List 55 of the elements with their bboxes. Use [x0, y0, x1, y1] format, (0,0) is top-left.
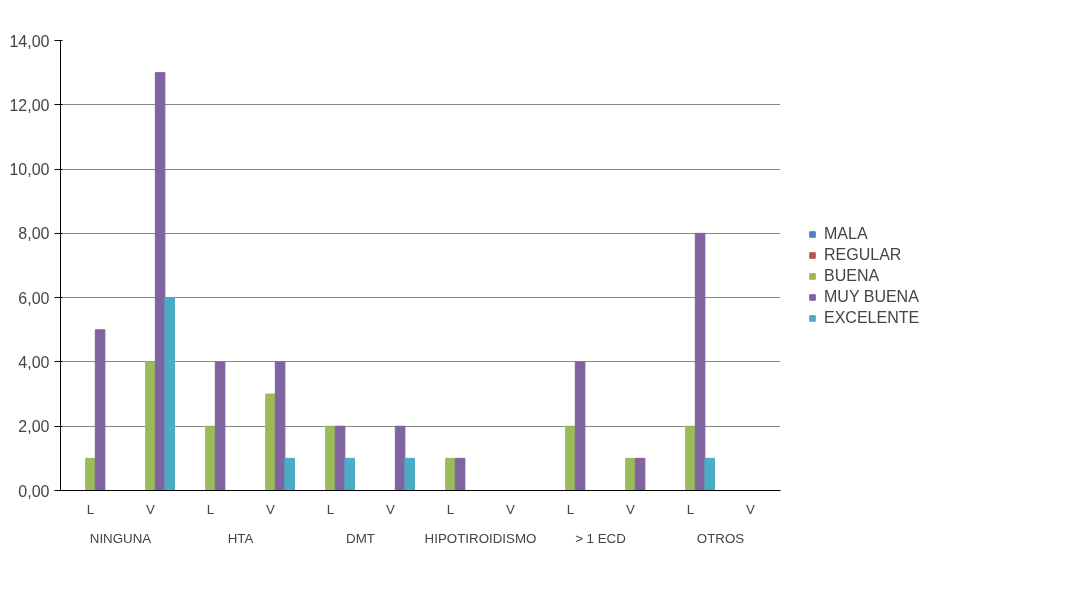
- bar: [565, 425, 576, 491]
- text: HIPOTIROIDISMO: [424, 530, 537, 546]
- y-tick-label: 0,00: [18, 482, 50, 500]
- bar: [214, 361, 226, 491]
- bar: [344, 457, 355, 491]
- y-tick-label: 6,00: [18, 289, 50, 307]
- y-tick-label: 10,00: [9, 161, 50, 179]
- bar: [145, 361, 156, 491]
- bar: [265, 393, 276, 491]
- legend-label: MALA: [824, 225, 868, 243]
- bar: [445, 457, 456, 491]
- text: OTROS: [696, 530, 745, 546]
- bar: [94, 329, 106, 491]
- legend-label: EXCELENTE: [824, 309, 920, 327]
- text: > 1 ECD: [575, 530, 626, 546]
- bar: [454, 457, 466, 491]
- x-tick-label: L: [206, 501, 215, 517]
- y-tick-label: 8,00: [18, 225, 50, 243]
- y-tick-label: 14,00: [9, 32, 50, 50]
- bar: [574, 361, 586, 491]
- text: NINGUNA: [89, 530, 152, 546]
- bar: [164, 297, 175, 491]
- bar: [205, 425, 216, 491]
- y-tick-label: 12,00: [9, 96, 50, 114]
- text: HTA: [227, 530, 254, 546]
- bar: [685, 425, 696, 491]
- x-tick-label: L: [566, 501, 575, 517]
- bar: [694, 232, 706, 491]
- x-tick-label: V: [266, 501, 276, 517]
- x-tick-label: L: [86, 501, 95, 517]
- x-tick-label: L: [446, 501, 455, 517]
- x-tick-label: V: [146, 501, 156, 517]
- legend-label: BUENA: [824, 267, 880, 285]
- x-tick-label: V: [626, 501, 636, 517]
- bar: [404, 457, 415, 491]
- bar: [154, 72, 166, 491]
- x-tick-label: L: [686, 501, 695, 517]
- y-tick-label: 4,00: [18, 353, 50, 371]
- bar: [284, 457, 295, 491]
- bar: [325, 425, 336, 491]
- x-tick-label: V: [506, 501, 516, 517]
- legend-label: MUY BUENA: [824, 288, 919, 306]
- x-tick-label: V: [386, 501, 396, 517]
- bar: [634, 457, 646, 491]
- bar: [85, 457, 96, 491]
- legend-label: REGULAR: [824, 246, 902, 264]
- x-tick-label: L: [326, 501, 335, 517]
- bar: [334, 425, 346, 491]
- y-tick-label: 2,00: [18, 418, 50, 436]
- bar: [394, 425, 406, 491]
- bar: [274, 361, 286, 491]
- bar: [704, 457, 715, 491]
- text: DMT: [346, 530, 375, 546]
- bar: [625, 457, 636, 491]
- x-tick-label: V: [746, 501, 756, 517]
